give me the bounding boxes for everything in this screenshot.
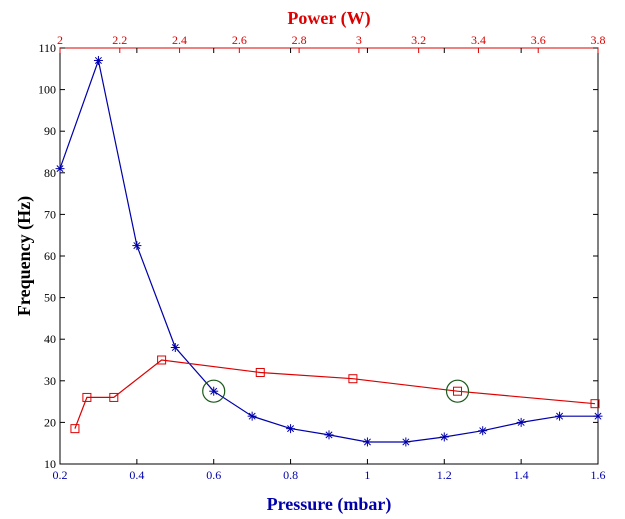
y-tick-label: 110	[38, 41, 56, 55]
x-tick-label: 1.4	[514, 468, 529, 482]
y-tick-label: 100	[38, 83, 56, 97]
highlight-circle	[445, 379, 470, 403]
y-tick-label: 70	[44, 207, 56, 221]
asterisk-stroke	[56, 165, 64, 173]
y-axis-title: Frequency (Hz)	[14, 196, 35, 316]
y-tick-label: 40	[44, 332, 56, 346]
y-tick-label: 90	[44, 124, 56, 138]
pressure-data-point	[93, 55, 103, 65]
asterisk-stroke	[440, 433, 448, 441]
x2-tick-label: 3.4	[471, 33, 486, 47]
top-axis-ticks: 2 2.2 2.4 2.6 2.8 3 3.2 3.4 3.6 3.8	[57, 33, 606, 53]
pressure-data-point	[593, 411, 603, 421]
x2-tick-label: 2	[57, 33, 63, 47]
y-tick-label: 10	[44, 457, 56, 471]
asterisk-stroke	[363, 438, 371, 446]
power-data-point	[70, 424, 80, 434]
x2-tick-label: 3.6	[531, 33, 546, 47]
asterisk-stroke	[517, 418, 525, 426]
pressure-data-point	[439, 432, 449, 442]
y-tick-label: 30	[44, 374, 56, 388]
left-axis-ticks: 10 20 30 40 50 60 70 80 90 100 110	[38, 41, 598, 471]
pressure-data-point	[247, 411, 257, 421]
x2-tick-label: 3	[356, 33, 362, 47]
pressure-data-point	[286, 424, 296, 434]
x-tick-label: 0.6	[206, 468, 221, 482]
power-data-point	[590, 399, 600, 409]
x2-tick-label: 3.2	[411, 33, 426, 47]
y-tick-label: 80	[44, 166, 56, 180]
y-tick-label: 50	[44, 291, 56, 305]
plot-area	[59, 47, 599, 465]
pressure-data-point	[478, 426, 488, 436]
y-tick-label: 20	[44, 415, 56, 429]
x-tick-label: 1	[364, 468, 370, 482]
power-data-point	[255, 367, 265, 377]
asterisk-stroke	[248, 412, 256, 420]
x2-tick-label: 2.8	[292, 33, 307, 47]
top-axis-title: Power (W)	[287, 8, 370, 29]
pressure-data-point	[324, 430, 334, 440]
asterisk-stroke	[325, 431, 333, 439]
x-axis-title: Pressure (mbar)	[267, 494, 392, 515]
pressure-data-point	[516, 417, 526, 427]
power-data-point	[82, 392, 92, 402]
pressure-data-point	[132, 241, 142, 251]
pressure-data-point	[170, 343, 180, 353]
pressure-data-point	[55, 164, 65, 174]
x-tick-label: 0.4	[129, 468, 144, 482]
x-tick-label: 0.8	[283, 468, 298, 482]
asterisk-stroke	[133, 242, 141, 250]
power-data-point	[348, 374, 358, 384]
x-tick-label: 1.2	[437, 468, 452, 482]
pressure-data-point	[401, 437, 411, 447]
x-tick-label: 1.6	[591, 468, 606, 482]
series-layer	[55, 55, 603, 447]
asterisk-stroke	[556, 412, 564, 420]
asterisk-stroke	[94, 56, 102, 64]
highlight-circle	[202, 379, 226, 403]
pressure-data-point	[362, 437, 372, 447]
asterisk-stroke	[479, 427, 487, 435]
asterisk-stroke	[171, 344, 179, 352]
y-tick-label: 60	[44, 249, 56, 263]
power-data-point	[109, 392, 119, 402]
x-tick-label: 0.2	[53, 468, 68, 482]
power-data-point	[157, 355, 167, 365]
bottom-axis-ticks: 0.2 0.4 0.6 0.8 1 1.2 1.4 1.6	[53, 48, 606, 482]
asterisk-stroke	[210, 387, 218, 395]
asterisk-stroke	[402, 438, 410, 446]
power-data-point	[453, 386, 463, 396]
pressure-data-point	[555, 411, 565, 421]
x2-tick-label: 2.2	[112, 33, 127, 47]
pressure-data-point	[209, 386, 219, 396]
x2-tick-label: 2.6	[232, 33, 247, 47]
x2-tick-label: 2.4	[172, 33, 187, 47]
asterisk-stroke	[287, 425, 295, 433]
x2-tick-label: 3.8	[591, 33, 606, 47]
asterisk-stroke	[594, 412, 602, 420]
